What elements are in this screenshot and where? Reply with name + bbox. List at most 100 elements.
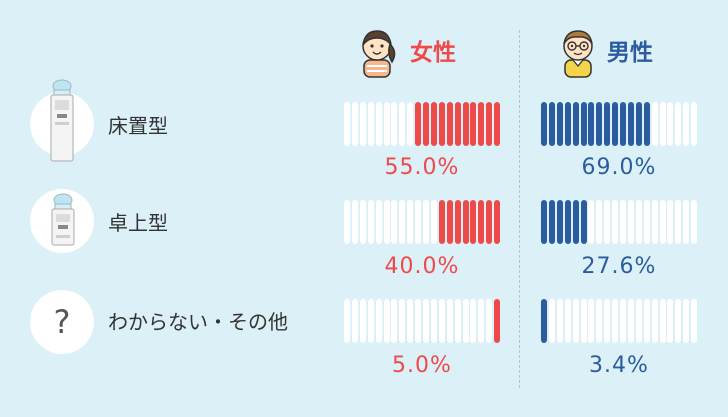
bar-segment	[627, 200, 634, 244]
bar-segment	[588, 299, 595, 343]
bar-segment	[556, 299, 563, 343]
bar-segment	[596, 299, 603, 343]
male-bar-group	[541, 299, 698, 343]
bar-segment	[651, 299, 658, 343]
bar-segment	[478, 200, 485, 244]
bar-segment	[667, 200, 674, 244]
bar-segment	[494, 200, 501, 244]
bar-segment	[580, 102, 587, 146]
bar-segment	[415, 102, 422, 146]
female-bar-group	[344, 200, 501, 244]
bar-segment	[659, 299, 666, 343]
bar-segment	[683, 200, 690, 244]
bar-segment	[423, 299, 429, 343]
bar-segment	[454, 102, 461, 146]
bar-segment	[675, 102, 682, 146]
bar-segment	[344, 200, 350, 244]
question-mark-icon: ?	[53, 303, 71, 341]
bar-segment	[430, 299, 437, 343]
bar-segment	[367, 299, 374, 343]
bar-segment	[659, 200, 666, 244]
row-icon-circle	[30, 290, 94, 354]
bar-segment	[675, 299, 682, 343]
bar-segment	[556, 102, 563, 146]
row-label: わからない・その他	[108, 310, 288, 334]
bar-segment	[462, 102, 469, 146]
bar-segment	[659, 102, 666, 146]
bar-segment	[580, 200, 587, 244]
male-avatar	[558, 26, 598, 78]
bar-segment	[635, 299, 642, 343]
bar-segment	[667, 102, 674, 146]
bar-segment	[604, 200, 611, 244]
bar-segment	[683, 102, 690, 146]
bar-segment	[470, 299, 477, 343]
bar-segment	[470, 102, 477, 146]
bar-segment	[596, 102, 603, 146]
bar-segment	[556, 200, 563, 244]
girl-avatar-icon	[362, 30, 396, 78]
bar-segment	[675, 200, 682, 244]
bar-segment	[691, 200, 698, 244]
bar-segment	[683, 299, 690, 343]
bar-segment	[407, 200, 414, 244]
bar-segment	[604, 102, 611, 146]
bar-segment	[399, 102, 406, 146]
bar-segment	[643, 299, 650, 343]
bar-segment	[383, 102, 390, 146]
bar-segment	[351, 299, 358, 343]
bar-segment	[351, 102, 358, 146]
bar-segment	[375, 200, 382, 244]
bar-segment	[454, 299, 461, 343]
bar-segment	[399, 200, 406, 244]
bar-segment	[564, 102, 571, 146]
bar-segment	[564, 200, 571, 244]
bar-segment	[367, 200, 374, 244]
bar-segment	[423, 200, 429, 244]
bar-segment	[415, 200, 422, 244]
bar-segment	[620, 200, 626, 244]
row-label: 床置型	[108, 114, 168, 138]
bar-segment	[635, 200, 642, 244]
bar-segment	[635, 102, 642, 146]
bar-segment	[383, 200, 390, 244]
bar-segment	[478, 102, 485, 146]
bar-segment	[462, 299, 469, 343]
male-percentage: 3.4%	[589, 353, 649, 378]
bar-segment	[391, 299, 398, 343]
bar-segment	[415, 299, 422, 343]
bar-segment	[620, 102, 626, 146]
female-bar-group	[344, 299, 501, 343]
bar-segment	[612, 102, 619, 146]
bar-segment	[541, 102, 547, 146]
female-percentage: 40.0%	[384, 254, 460, 279]
bar-segment	[438, 299, 445, 343]
bar-segment	[446, 200, 453, 244]
female-bar-group	[344, 102, 501, 146]
female-percentage: 5.0%	[392, 353, 452, 378]
bar-segment	[438, 102, 445, 146]
bar-segment	[454, 200, 461, 244]
bar-segment	[541, 299, 547, 343]
bar-segment	[399, 299, 406, 343]
bar-segment	[620, 299, 626, 343]
bar-segment	[430, 200, 437, 244]
female-header-label: 女性	[410, 40, 456, 66]
male-bar-group	[541, 200, 698, 244]
row-label: 卓上型	[108, 211, 168, 235]
bar-segment	[423, 102, 429, 146]
bar-segment	[391, 200, 398, 244]
bar-segment	[548, 200, 555, 244]
bar-segment	[478, 299, 485, 343]
bar-segment	[627, 299, 634, 343]
bar-segment	[367, 102, 374, 146]
bar-segment	[651, 102, 658, 146]
bar-segment	[651, 200, 658, 244]
bar-segment	[643, 200, 650, 244]
bar-segment	[548, 102, 555, 146]
bar-segment	[359, 102, 366, 146]
tabletop-water-server-icon	[50, 192, 76, 248]
bar-segment	[430, 102, 437, 146]
bar-segment	[375, 299, 382, 343]
bar-segment	[612, 200, 619, 244]
